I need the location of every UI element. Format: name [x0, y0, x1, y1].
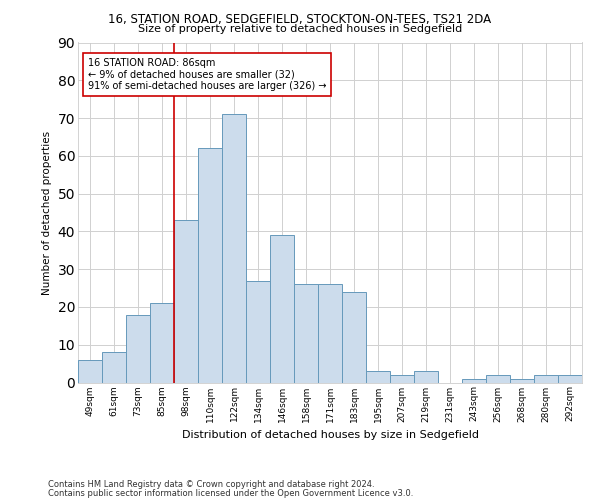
Bar: [150, 303, 174, 382]
Text: Size of property relative to detached houses in Sedgefield: Size of property relative to detached ho…: [138, 24, 462, 34]
Text: 16, STATION ROAD, SEDGEFIELD, STOCKTON-ON-TEES, TS21 2DA: 16, STATION ROAD, SEDGEFIELD, STOCKTON-O…: [109, 12, 491, 26]
Bar: [174, 220, 198, 382]
Bar: [462, 378, 486, 382]
Bar: [198, 148, 222, 382]
Bar: [126, 314, 150, 382]
X-axis label: Distribution of detached houses by size in Sedgefield: Distribution of detached houses by size …: [182, 430, 479, 440]
Bar: [102, 352, 126, 382]
Y-axis label: Number of detached properties: Number of detached properties: [42, 130, 52, 294]
Bar: [78, 360, 102, 382]
Text: Contains public sector information licensed under the Open Government Licence v3: Contains public sector information licen…: [48, 488, 413, 498]
Bar: [510, 378, 534, 382]
Text: Contains HM Land Registry data © Crown copyright and database right 2024.: Contains HM Land Registry data © Crown c…: [48, 480, 374, 489]
Bar: [270, 235, 294, 382]
Bar: [558, 375, 582, 382]
Bar: [222, 114, 246, 382]
Bar: [294, 284, 318, 382]
Bar: [390, 375, 414, 382]
Bar: [534, 375, 558, 382]
Bar: [342, 292, 366, 382]
Bar: [414, 371, 438, 382]
Text: 16 STATION ROAD: 86sqm
← 9% of detached houses are smaller (32)
91% of semi-deta: 16 STATION ROAD: 86sqm ← 9% of detached …: [88, 58, 326, 91]
Bar: [366, 371, 390, 382]
Bar: [486, 375, 510, 382]
Bar: [318, 284, 342, 382]
Bar: [246, 280, 270, 382]
